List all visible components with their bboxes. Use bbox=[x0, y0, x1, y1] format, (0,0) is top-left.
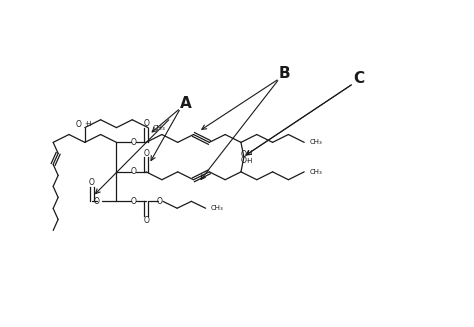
Text: O: O bbox=[130, 197, 136, 206]
Text: A: A bbox=[180, 95, 191, 111]
Text: O: O bbox=[94, 197, 100, 206]
Text: CH₃: CH₃ bbox=[309, 139, 322, 146]
Text: O: O bbox=[241, 156, 247, 164]
Text: O: O bbox=[130, 138, 136, 147]
Text: CH₃: CH₃ bbox=[210, 205, 223, 211]
Text: ·H: ·H bbox=[245, 158, 253, 164]
Text: ·H: ·H bbox=[245, 150, 253, 156]
Text: O: O bbox=[157, 197, 163, 206]
Text: O: O bbox=[241, 150, 247, 159]
Text: C: C bbox=[353, 71, 364, 86]
Text: O: O bbox=[143, 215, 149, 225]
Text: CH₃: CH₃ bbox=[153, 125, 166, 130]
Text: O: O bbox=[130, 167, 136, 176]
Text: O: O bbox=[143, 119, 149, 128]
Text: ·H: ·H bbox=[84, 121, 91, 127]
Text: O: O bbox=[143, 149, 149, 158]
Text: B: B bbox=[279, 66, 290, 81]
Text: CH₃: CH₃ bbox=[309, 169, 322, 175]
Text: O: O bbox=[89, 178, 95, 187]
Text: O: O bbox=[76, 120, 82, 129]
